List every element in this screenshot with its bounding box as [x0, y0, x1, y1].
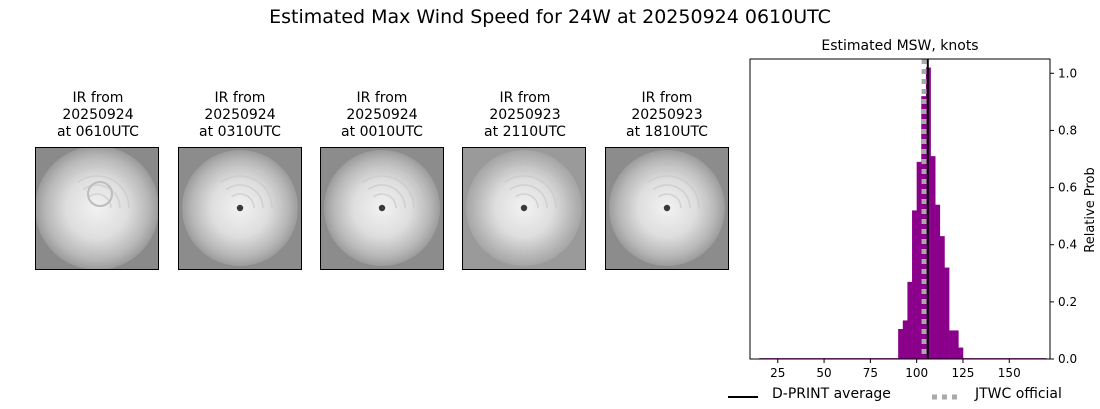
y-tick-label: 0.8: [1058, 123, 1077, 137]
figure-title: Estimated Max Wind Speed for 24W at 2025…: [269, 6, 831, 28]
thumbnail-2-line-1: IR from: [214, 90, 266, 106]
histogram-bar: [949, 330, 955, 359]
plot-frame: [749, 58, 1051, 360]
thumbnail-3-line-3: at 0010UTC: [341, 124, 423, 140]
legend-dprint-swatch: [728, 396, 758, 398]
ir-image-4: [462, 147, 586, 270]
legend-jtwc-label: JTWC official: [975, 386, 1062, 402]
legend-dprint-label: D-PRINT average: [772, 386, 891, 402]
y-tick-label: 0.4: [1058, 238, 1077, 252]
histogram-bar: [939, 236, 945, 359]
thumbnail-label-2: IR from 20250924 at 0310UTC: [170, 90, 310, 141]
histogram-bar: [953, 330, 959, 359]
thumbnail-label-5: IR from 20250923 at 1810UTC: [597, 90, 737, 141]
y-tick-label: 1.0: [1058, 66, 1077, 80]
thumbnail-1-line-3: at 0610UTC: [57, 124, 139, 140]
thumbnail-label-1: IR from 20250924 at 0610UTC: [28, 90, 168, 141]
histogram-bar: [935, 204, 941, 359]
thumbnail-3-line-2: 20250924: [346, 107, 418, 123]
x-tick-label: 150: [998, 366, 1021, 380]
histogram-bar: [907, 281, 913, 359]
histogram-bar: [958, 347, 964, 359]
histogram-bar: [944, 267, 950, 359]
y-tick-label: 0.0: [1058, 352, 1077, 366]
x-tick-label: 75: [863, 366, 878, 380]
thumbnail-1-line-1: IR from: [72, 90, 124, 106]
ir-image-2: [178, 147, 302, 270]
ir-image-5: [605, 147, 729, 270]
histogram-bar: [930, 156, 936, 359]
x-tick-label: 25: [770, 366, 785, 380]
ir-image-3: [320, 147, 444, 270]
thumbnail-5-line-3: at 1810UTC: [626, 124, 708, 140]
thumbnail-1-line-2: 20250924: [62, 107, 134, 123]
histogram-bar: [921, 96, 927, 360]
y-tick-label: 0.6: [1058, 181, 1077, 195]
histogram-bar: [916, 161, 922, 359]
thumbnail-4-line-2: 20250923: [489, 107, 561, 123]
thumbnail-5-line-2: 20250923: [631, 107, 703, 123]
histogram-bar: [902, 320, 908, 359]
thumbnail-2-line-2: 20250924: [204, 107, 276, 123]
thumbnail-4-line-1: IR from: [499, 90, 551, 106]
x-tick-label: 125: [952, 366, 975, 380]
thumbnail-label-4: IR from 20250923 at 2110UTC: [455, 90, 595, 141]
x-tick-label: 50: [816, 366, 831, 380]
thumbnail-5-line-1: IR from: [641, 90, 693, 106]
thumbnail-4-line-3: at 2110UTC: [484, 124, 566, 140]
y-axis-label: Relative Prob: [1083, 167, 1098, 252]
x-tick-label: 100: [905, 366, 928, 380]
histogram-bar: [912, 210, 917, 359]
legend-jtwc-swatch: [932, 394, 962, 400]
ir-image-1: [35, 147, 159, 270]
chart-title: Estimated MSW, knots: [821, 38, 978, 54]
thumbnail-label-3: IR from 20250924 at 0010UTC: [312, 90, 452, 141]
thumbnail-3-line-1: IR from: [356, 90, 408, 106]
histogram-bar: [898, 329, 904, 359]
thumbnail-2-line-3: at 0310UTC: [199, 124, 281, 140]
y-tick-label: 0.2: [1058, 295, 1077, 309]
